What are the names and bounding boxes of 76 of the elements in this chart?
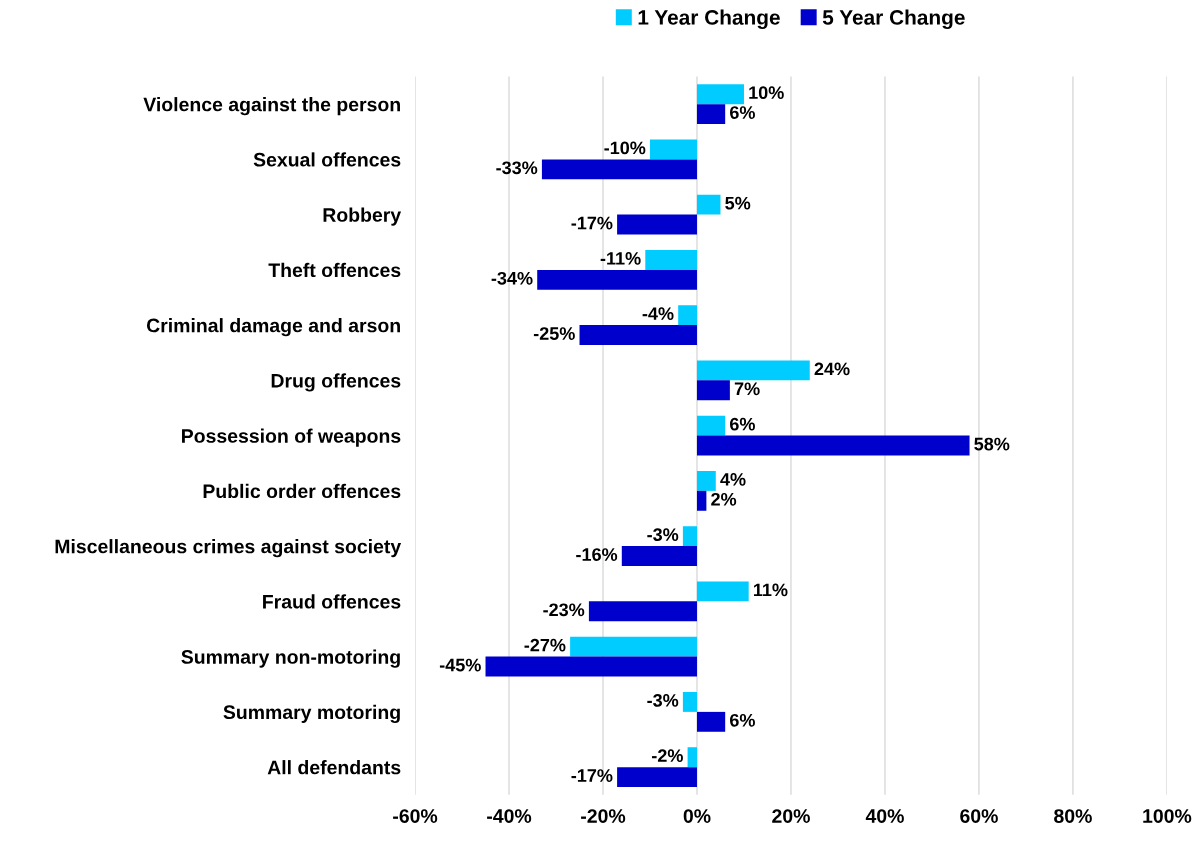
y-tick-label: Fraud offences: [263, 594, 401, 609]
data-label: -23%: [543, 603, 585, 617]
bar: [696, 194, 721, 215]
data-label: -33%: [496, 161, 538, 175]
bar: [682, 691, 697, 712]
y-tick-label: Criminal damage and arson: [146, 318, 400, 337]
data-label: 58%: [974, 437, 1010, 451]
data-label: 6%: [730, 713, 755, 727]
bar: [541, 159, 697, 180]
data-label: -17%: [571, 769, 613, 782]
bar: [621, 546, 697, 567]
bar: [537, 269, 697, 290]
data-label: -45%: [439, 658, 481, 672]
data-label: -11%: [600, 252, 641, 265]
x-tick-label: 40%: [865, 809, 904, 823]
y-tick-label: Violence against the person: [143, 97, 400, 116]
data-label: 5%: [725, 196, 751, 210]
bar: [696, 104, 726, 125]
bar: [696, 490, 707, 511]
x-tick-label: -20%: [581, 809, 626, 823]
data-label: -3%: [647, 693, 679, 707]
bar: [696, 711, 726, 732]
bar: [696, 360, 810, 381]
bar: [687, 747, 697, 768]
bar: [696, 581, 749, 602]
bar: [570, 636, 697, 657]
bar: [485, 656, 697, 677]
legend-label: 5 Year Change: [822, 9, 965, 30]
x-tick-label: 60%: [960, 809, 998, 823]
x-tick-label: -60%: [393, 809, 438, 823]
data-label: -10%: [604, 141, 646, 155]
bar: [682, 526, 697, 547]
y-tick-label: Miscellaneous crimes against society: [55, 539, 402, 558]
data-label: -4%: [642, 307, 674, 320]
data-label: -34%: [491, 271, 533, 285]
data-label: -2%: [652, 749, 683, 762]
data-label: 4%: [720, 473, 746, 486]
bar: [696, 84, 744, 105]
y-tick-label: All defendants: [267, 760, 401, 775]
data-label: 2%: [711, 492, 737, 506]
x-tick-label: -40%: [487, 809, 532, 823]
data-label: -3%: [647, 528, 679, 542]
data-label: 10%: [749, 86, 784, 100]
data-label: 6%: [730, 106, 755, 119]
y-tick-label: Sexual offences: [253, 152, 401, 167]
data-label: -17%: [571, 216, 613, 230]
bar: [696, 415, 726, 436]
y-tick-label: Public order offences: [203, 483, 401, 499]
y-tick-label: Summary non-motoring: [181, 649, 400, 668]
y-tick-label: Theft offences: [268, 262, 401, 278]
y-tick-label: Possession of weapons: [182, 428, 401, 447]
y-tick-label: Robbery: [323, 207, 402, 226]
bar: [696, 380, 730, 401]
legend-label: 1 Year Change: [638, 9, 780, 30]
x-tick-label: 20%: [772, 809, 810, 823]
data-label: 7%: [734, 382, 760, 396]
bar: [617, 214, 697, 235]
data-label: 11%: [753, 583, 788, 597]
x-tick-label: 100%: [1143, 809, 1192, 823]
bar: [645, 249, 697, 270]
y-tick-label: Drug offences: [271, 373, 401, 392]
bar: [579, 325, 697, 346]
data-label: 24%: [814, 362, 850, 376]
bar: [696, 470, 716, 491]
bar: [617, 767, 697, 788]
data-label: -27%: [524, 638, 566, 652]
bar: [588, 601, 697, 622]
y-tick-label: Summary motoring: [223, 704, 400, 724]
data-label: -25%: [533, 327, 575, 340]
data-label: -16%: [576, 548, 618, 561]
bar: [678, 305, 697, 326]
bar: [650, 139, 697, 160]
bar: [696, 435, 970, 456]
x-tick-label: 0%: [683, 809, 711, 823]
data-label: 6%: [730, 417, 755, 431]
x-tick-label: 80%: [1054, 809, 1092, 823]
